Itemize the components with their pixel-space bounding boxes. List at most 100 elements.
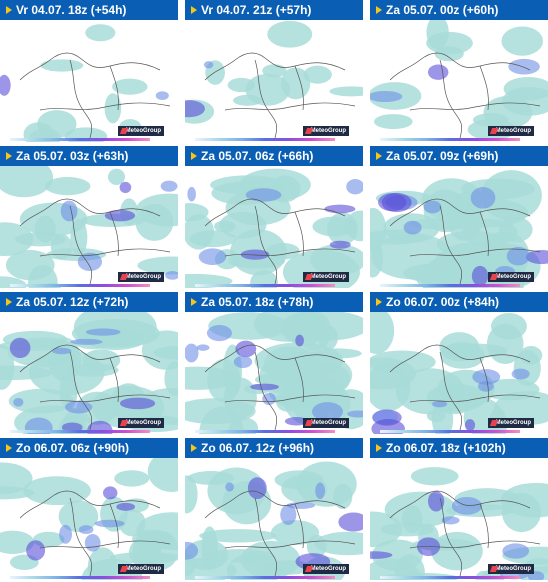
precip-area <box>431 531 483 571</box>
meteogroup-badge: MeteoGroup <box>488 272 534 282</box>
precipitation-map[interactable]: MeteoGroup <box>370 166 548 288</box>
border-line <box>254 497 278 577</box>
heavy-precip-area <box>196 344 210 351</box>
precipitation-map[interactable]: MeteoGroup <box>185 458 363 580</box>
panel-header[interactable]: Za 05.07. 06z (+66h) <box>185 146 363 166</box>
heavy-precip-area <box>525 249 548 265</box>
forecast-panel[interactable]: Vr 04.07. 21z (+57h) MeteoGroup <box>185 0 363 142</box>
precip-area <box>44 177 91 196</box>
panel-header[interactable]: Za 05.07. 03z (+63h) <box>0 146 178 166</box>
forecast-panel[interactable]: Zo 06.07. 18z (+102h) MeteoGroup <box>370 438 548 580</box>
panel-header[interactable]: Zo 06.07. 18z (+102h) <box>370 438 548 458</box>
heavy-precip-area <box>70 338 103 345</box>
color-scale-bar <box>195 138 335 141</box>
precipitation-map[interactable]: MeteoGroup <box>0 166 178 288</box>
precipitation-map[interactable]: MeteoGroup <box>185 20 363 142</box>
precipitation-map[interactable]: MeteoGroup <box>0 458 178 580</box>
map-canvas <box>0 166 178 288</box>
precip-area <box>513 350 541 386</box>
border-line <box>69 59 93 139</box>
precip-area <box>109 552 178 564</box>
heavy-precip-area <box>464 419 476 431</box>
panel-title: Zo 06.07. 00z (+84h) <box>386 295 500 309</box>
precipitation-map[interactable]: MeteoGroup <box>0 20 178 142</box>
precip-area <box>147 458 178 492</box>
border-line <box>479 211 489 257</box>
panel-header[interactable]: Zo 06.07. 00z (+84h) <box>370 292 548 312</box>
heavy-precip-area <box>185 100 205 118</box>
border-line <box>254 59 278 139</box>
heavy-precip-area <box>427 64 449 80</box>
heavy-precip-area <box>26 540 46 561</box>
precip-area <box>0 530 35 555</box>
color-scale-bar <box>380 138 520 141</box>
heavy-precip-area <box>102 486 118 500</box>
heavy-precip-area <box>262 392 276 405</box>
play-triangle-icon <box>6 298 12 306</box>
panel-header[interactable]: Zo 06.07. 12z (+96h) <box>185 438 363 458</box>
panel-title: Za 05.07. 06z (+66h) <box>201 149 314 163</box>
heavy-precip-area <box>381 192 412 213</box>
border-line <box>224 102 356 111</box>
heavy-precip-area <box>423 200 442 214</box>
heavy-precip-area <box>441 516 460 525</box>
border-line <box>479 503 489 549</box>
panel-header[interactable]: Vr 04.07. 18z (+54h) <box>0 0 178 20</box>
map-canvas <box>370 20 548 141</box>
color-scale-bar <box>10 430 150 433</box>
forecast-panel[interactable]: Zo 06.07. 00z (+84h) MeteoGroup <box>370 292 548 434</box>
heavy-precip-area <box>61 422 83 433</box>
precipitation-map[interactable]: MeteoGroup <box>370 20 548 142</box>
forecast-panel[interactable]: Za 05.07. 12z (+72h) MeteoGroup <box>0 292 178 434</box>
meteogroup-badge: MeteoGroup <box>303 272 349 282</box>
panel-title: Za 05.07. 18z (+78h) <box>201 295 314 309</box>
precip-area <box>494 390 548 426</box>
meteogroup-badge: MeteoGroup <box>303 564 349 574</box>
panel-header[interactable]: Za 05.07. 12z (+72h) <box>0 292 178 312</box>
forecast-panel[interactable]: Za 05.07. 18z (+78h) MeteoGroup <box>185 292 363 434</box>
forecast-panel[interactable]: Za 05.07. 00z (+60h) MeteoGroup <box>370 0 548 142</box>
border-line <box>224 248 356 257</box>
border-line <box>39 394 171 403</box>
heavy-precip-area <box>370 551 393 559</box>
badge-text: MeteoGroup <box>125 420 161 426</box>
play-triangle-icon <box>376 6 382 14</box>
forecast-panel[interactable]: Za 05.07. 03z (+63h) MeteoGroup <box>0 146 178 288</box>
forecast-panel[interactable]: Za 05.07. 06z (+66h) MeteoGroup <box>185 146 363 288</box>
precipitation-map[interactable]: MeteoGroup <box>185 312 363 434</box>
forecast-panel[interactable]: Za 05.07. 09z (+69h) MeteoGroup <box>370 146 548 288</box>
border-line <box>39 540 171 549</box>
panel-header[interactable]: Za 05.07. 00z (+60h) <box>370 0 548 20</box>
precip-area <box>283 312 363 341</box>
precipitation-map[interactable]: MeteoGroup <box>0 312 178 434</box>
heavy-precip-area <box>347 410 363 418</box>
panel-header[interactable]: Zo 06.07. 06z (+90h) <box>0 438 178 458</box>
panel-header[interactable]: Za 05.07. 18z (+78h) <box>185 292 363 312</box>
badge-text: MeteoGroup <box>495 128 531 134</box>
map-canvas <box>0 458 178 580</box>
precipitation-map[interactable]: MeteoGroup <box>185 166 363 288</box>
precipitation-map[interactable]: MeteoGroup <box>370 458 548 580</box>
precip-area <box>207 358 241 403</box>
forecast-panel[interactable]: Zo 06.07. 12z (+96h) MeteoGroup <box>185 438 363 580</box>
heavy-precip-area <box>295 334 304 347</box>
border-line <box>389 490 531 519</box>
heavy-precip-area <box>119 181 132 194</box>
precip-area <box>401 505 423 534</box>
panel-header[interactable]: Vr 04.07. 21z (+57h) <box>185 0 363 20</box>
border-line <box>224 540 356 549</box>
forecast-panel[interactable]: Vr 04.07. 18z (+54h) MeteoGroup <box>0 0 178 142</box>
panel-header[interactable]: Za 05.07. 09z (+69h) <box>370 146 548 166</box>
precipitation-map[interactable]: MeteoGroup <box>370 312 548 434</box>
precip-area <box>303 65 332 84</box>
heavy-precip-area <box>116 502 136 511</box>
heavy-precip-area <box>470 186 496 209</box>
badge-text: MeteoGroup <box>125 128 161 134</box>
border-line <box>109 65 119 111</box>
forecast-panel[interactable]: Zo 06.07. 06z (+90h) MeteoGroup <box>0 438 178 580</box>
border-line <box>409 394 541 403</box>
precip-area <box>370 363 411 412</box>
heavy-precip-area <box>165 270 178 280</box>
badge-text: MeteoGroup <box>125 274 161 280</box>
